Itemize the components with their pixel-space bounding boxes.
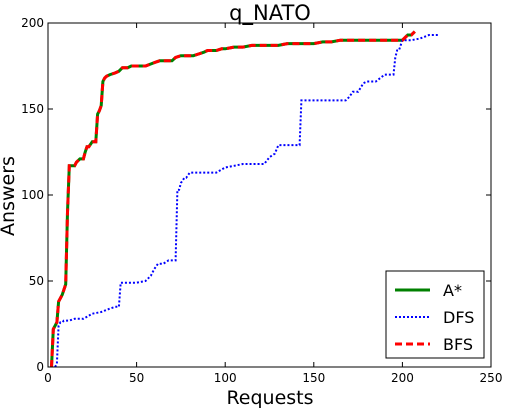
legend: A* DFS BFS [385, 270, 485, 359]
series-layer [50, 30, 438, 368]
x-axis: 0 50 100 150 200 250 [44, 23, 502, 385]
y-tick-label: 0 [36, 360, 44, 374]
x-tick-label: 100 [214, 371, 237, 385]
y-axis: 0 50 100 150 200 [21, 16, 491, 374]
y-tick-label: 200 [21, 16, 44, 30]
y-axis-label: Answers [0, 156, 19, 236]
x-axis-label: Requests [226, 387, 313, 409]
series-line-dfs [54, 34, 438, 368]
x-tick-label: 250 [480, 371, 503, 385]
x-tick-label: 0 [44, 371, 52, 385]
series-line-astar [50, 30, 416, 368]
legend-label: BFS [443, 335, 473, 354]
series-line-bfs [50, 30, 416, 368]
y-tick-label: 100 [21, 188, 44, 202]
x-tick-label: 50 [129, 371, 144, 385]
legend-label: A* [443, 281, 462, 300]
legend-label: DFS [443, 308, 474, 327]
y-tick-label: 50 [29, 274, 44, 288]
legend-box [385, 270, 485, 359]
chart-title: q_NATO [229, 1, 311, 26]
y-tick-label: 150 [21, 102, 44, 116]
x-tick-label: 150 [302, 371, 325, 385]
x-tick-label: 200 [391, 371, 414, 385]
